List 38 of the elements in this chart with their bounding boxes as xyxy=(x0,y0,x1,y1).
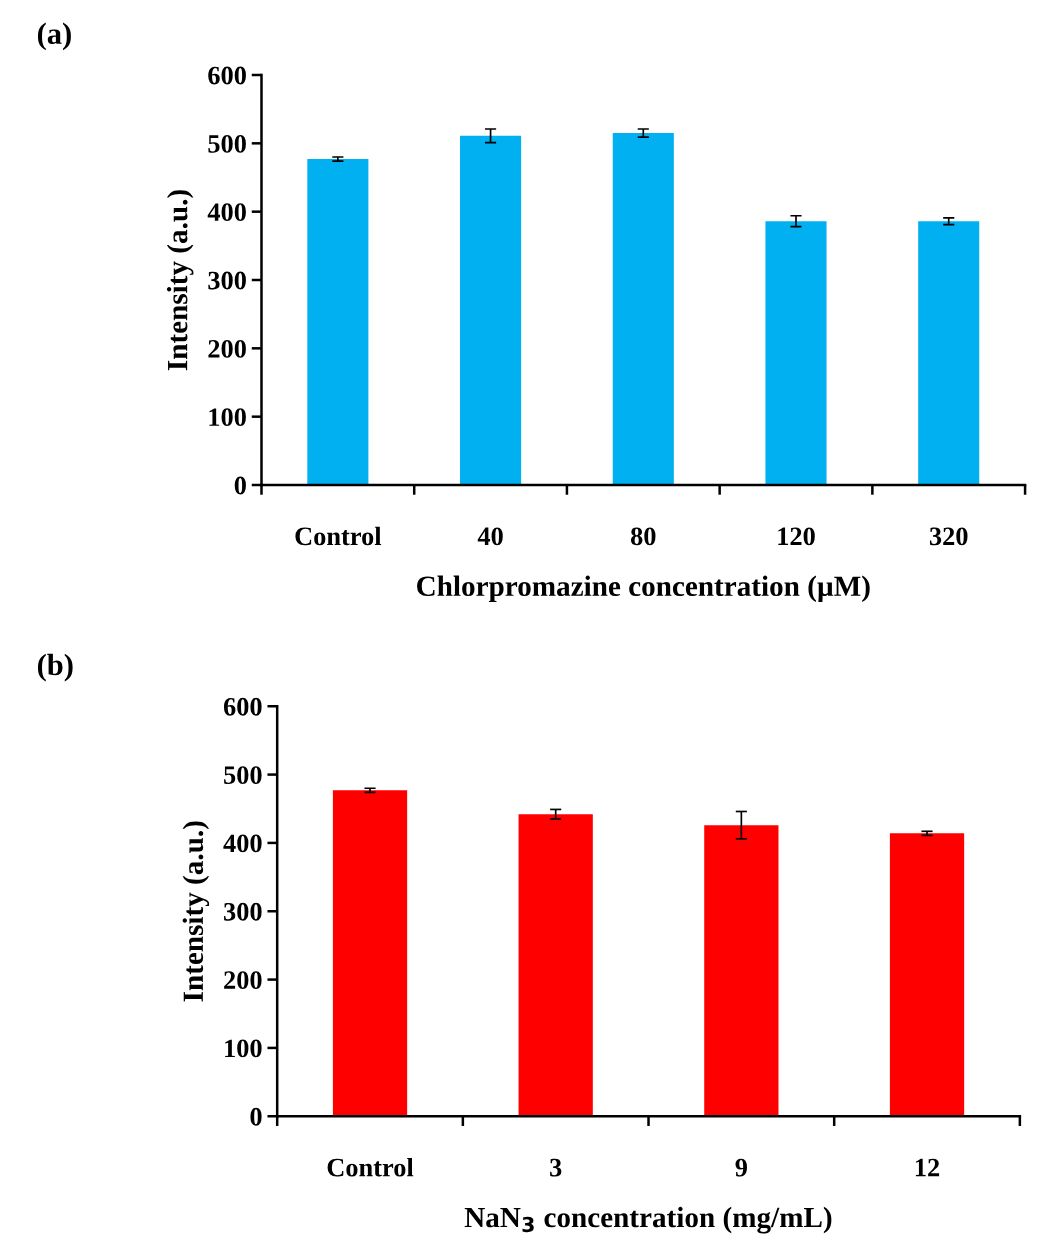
x-axis-title: Chlorpromazine concentration (µM) xyxy=(417,575,870,603)
x-axis-title: NaN$_{3}$ concentration (mg/mL) xyxy=(464,1206,832,1234)
y-tick-label: 100 xyxy=(225,1039,262,1058)
chart-title: (b) xyxy=(37,653,73,682)
x-tick-label: 120 xyxy=(778,527,815,546)
x-tick-label: 3 xyxy=(550,1158,562,1177)
bar xyxy=(460,135,522,485)
y-tick-label: 300 xyxy=(208,271,246,290)
x-tick-label: 320 xyxy=(929,527,968,546)
bar xyxy=(332,790,408,1117)
y-tick-label: 200 xyxy=(224,971,262,989)
chart-title: (a) xyxy=(37,22,71,51)
y-axis-title: Intensity (a.u.) xyxy=(166,190,194,371)
y-tick-label: 0 xyxy=(250,1107,262,1126)
y-tick-label: 100 xyxy=(209,408,246,427)
x-tick-label: 80 xyxy=(630,527,656,546)
x-tick-label: Control xyxy=(295,526,382,546)
y-tick-label: 300 xyxy=(224,902,262,921)
bar xyxy=(518,814,593,1117)
y-tick-label: 500 xyxy=(224,766,262,784)
y-tick-label: 0 xyxy=(234,476,246,495)
y-axis-title: Intensity (a.u.) xyxy=(182,821,210,1002)
bar xyxy=(918,221,980,485)
x-tick-label: 9 xyxy=(735,1158,747,1177)
x-tick-label: 40 xyxy=(477,527,503,546)
y-tick-label: 600 xyxy=(208,66,246,85)
y-tick-label: 600 xyxy=(223,697,262,716)
bar xyxy=(307,159,369,485)
x-tick-label: 12 xyxy=(915,1158,940,1177)
y-tick-label: 400 xyxy=(207,203,246,222)
x-tick-label: Control xyxy=(327,1157,414,1177)
bar xyxy=(765,221,827,485)
y-tick-label: 500 xyxy=(208,134,246,153)
bar xyxy=(612,133,674,485)
y-tick-label: 400 xyxy=(223,834,262,853)
bar xyxy=(889,833,965,1117)
bar xyxy=(704,825,779,1117)
y-tick-label: 200 xyxy=(208,339,246,358)
